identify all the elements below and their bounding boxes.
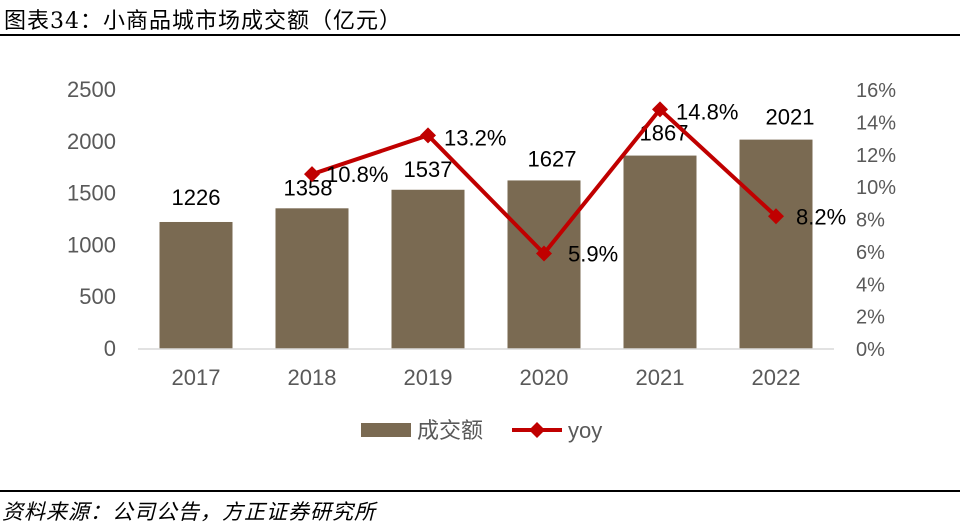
x-tick-label: 2019 <box>404 365 453 390</box>
chart-title: 图表34：小商品城市场成交额（亿元） <box>4 9 402 34</box>
source-note: 资料来源：公司公告，方正证券研究所 <box>2 500 376 524</box>
x-tick-label: 2022 <box>752 365 801 390</box>
y-left-tick-label: 2500 <box>67 77 116 102</box>
combo-chart: 0 500 1000 1500 2000 2500 0% 2% 4% 6% 8% 10% 12% 14% 1… <box>67 77 896 443</box>
x-tick-label: 2020 <box>520 365 569 390</box>
yoy-marker-2018 <box>304 166 320 183</box>
yoy-marker-2020 <box>536 245 552 262</box>
bar-data-label: 1226 <box>172 185 221 210</box>
x-tick-label: 2018 <box>288 365 337 390</box>
title-bar: 图表34：小商品城市场成交额（亿元） <box>0 0 960 36</box>
yoy-data-label: 5.9% <box>568 241 618 266</box>
bar-2017 <box>159 221 233 349</box>
bar-data-label: 1358 <box>284 175 333 200</box>
y-left-tick-label: 500 <box>79 284 116 309</box>
footer-divider <box>0 490 960 492</box>
yoy-data-label: 14.8% <box>676 99 738 124</box>
bar-data-label: 2021 <box>766 105 815 130</box>
bar-2020 <box>507 180 581 349</box>
bar-data-label: 1537 <box>404 157 453 182</box>
legend-swatch-marker <box>529 422 545 438</box>
y-right-tick-label: 4% <box>856 274 885 296</box>
x-tick-label: 2017 <box>172 365 221 390</box>
y-right-tick-label: 10% <box>856 177 896 199</box>
bar-2018 <box>275 208 349 349</box>
yoy-data-label: 8.2% <box>796 204 846 229</box>
legend-label-bar: 成交额 <box>417 418 483 443</box>
bar-2021 <box>623 155 697 349</box>
yoy-marker-2021 <box>652 101 668 118</box>
y-right-tick-label: 0% <box>856 339 885 361</box>
bar-data-label: 1627 <box>528 146 577 171</box>
bar-2019 <box>391 189 465 349</box>
bar-2022 <box>739 139 813 349</box>
y-right-tick-label: 6% <box>856 242 885 264</box>
yoy-data-label: 10.8% <box>326 162 388 187</box>
y-right-tick-label: 12% <box>856 145 896 167</box>
y-left-tick-label: 1000 <box>67 232 116 257</box>
legend-label-line: yoy <box>568 418 602 443</box>
y-right-tick-label: 16% <box>856 80 896 102</box>
x-tick-label: 2021 <box>636 365 685 390</box>
yoy-marker-2019 <box>420 127 436 144</box>
legend-swatch-bar <box>361 423 411 437</box>
y-left-tick-label: 2000 <box>67 129 116 154</box>
y-right-tick-label: 14% <box>856 112 896 134</box>
y-right-tick-label: 8% <box>856 210 885 232</box>
y-left-tick-label: 0 <box>104 336 116 361</box>
yoy-marker-2022 <box>768 208 784 225</box>
y-left-tick-label: 1500 <box>67 181 116 206</box>
y-right-tick-label: 2% <box>856 307 885 329</box>
yoy-data-label: 13.2% <box>444 125 506 150</box>
